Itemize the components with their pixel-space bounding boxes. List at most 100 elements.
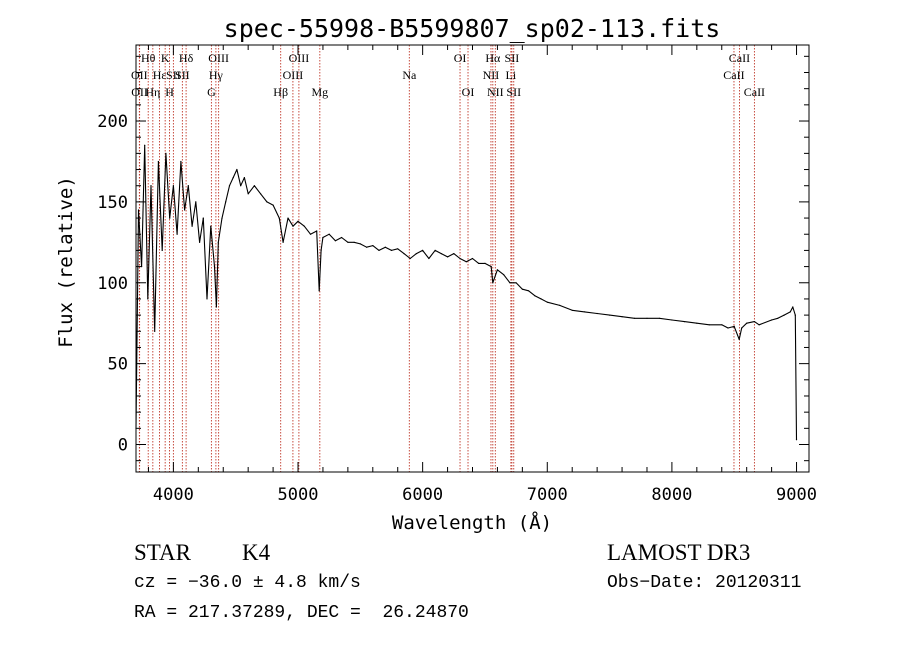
flux-point — [347, 241, 349, 243]
flux-point — [471, 257, 474, 260]
spectral-line-label: SII — [166, 68, 181, 82]
flux-point — [303, 225, 305, 227]
flux-point — [671, 319, 673, 321]
spectral-line-label: OII — [131, 68, 148, 82]
spectral-line-label: SII — [505, 51, 520, 65]
flux-point — [646, 317, 648, 319]
x-tick-label: 9000 — [776, 485, 817, 505]
flux-point — [334, 240, 336, 242]
flux-point — [176, 233, 178, 235]
flux-point — [195, 201, 197, 203]
y-axis-ticks: 0 50 100 150 200 — [97, 55, 809, 462]
flux-point — [683, 321, 686, 323]
flux-point — [144, 144, 146, 146]
spectral-line-label: Na — [402, 68, 417, 82]
spectral-line-label: Hβ — [273, 85, 288, 99]
flux-point — [172, 185, 174, 187]
flux-point — [278, 217, 280, 219]
spectral-line-label: OIII — [289, 51, 310, 65]
object-class: STAR — [134, 540, 191, 565]
flux-point — [596, 312, 598, 315]
flux-point — [795, 439, 798, 441]
flux-point — [515, 282, 517, 284]
flux-point — [150, 185, 152, 187]
flux-point — [459, 257, 461, 260]
spectral-line-label: Mg — [311, 85, 328, 99]
flux-point — [746, 322, 748, 324]
x-axis-label: Wavelength (Å) — [392, 511, 552, 534]
spectral-line-label: H — [165, 85, 174, 99]
flux-point — [609, 314, 611, 316]
flux-point — [287, 217, 289, 219]
flux-point — [260, 193, 262, 195]
flux-point — [453, 253, 455, 255]
flux-point — [191, 225, 193, 227]
flux-point — [390, 249, 393, 251]
spectral-line-label: OIII — [283, 68, 304, 82]
flux-point — [210, 225, 212, 227]
flux-point — [496, 269, 498, 271]
flux-point — [320, 249, 322, 251]
flux-series — [135, 144, 798, 441]
flux-point — [465, 261, 467, 263]
flux-point — [316, 230, 318, 232]
flux-point — [282, 241, 284, 243]
flux-point — [783, 314, 785, 316]
spectral-line-label: NII — [483, 68, 500, 82]
flux-point — [137, 209, 140, 211]
flux-point — [434, 249, 436, 251]
flux-line — [135, 144, 798, 440]
flux-point — [297, 220, 299, 222]
flux-point — [247, 193, 249, 195]
coordinates: RA = 217.37289, DEC = 26.24870 — [134, 603, 469, 623]
spectral-line-markers — [138, 45, 755, 472]
flux-point — [309, 233, 312, 235]
flux-point — [147, 298, 149, 300]
spectral-line-label: OI — [454, 51, 467, 65]
flux-point — [658, 317, 661, 319]
flux-point — [384, 246, 386, 248]
flux-point — [322, 236, 324, 239]
flux-point — [213, 266, 216, 268]
flux-point — [534, 295, 536, 297]
flux-point — [165, 152, 167, 154]
flux-point — [478, 262, 480, 264]
flux-point — [199, 241, 201, 243]
flux-point — [621, 316, 623, 318]
flux-point — [157, 160, 159, 163]
flux-point — [366, 246, 368, 248]
flux-point — [741, 327, 743, 329]
flux-point — [217, 241, 219, 243]
y-tick-label: 100 — [97, 274, 128, 294]
flux-point — [738, 338, 740, 340]
flux-point — [571, 309, 573, 311]
flux-point — [428, 257, 430, 260]
flux-point — [753, 321, 756, 323]
flux-point — [447, 256, 449, 258]
flux-point — [243, 177, 245, 179]
flux-point — [546, 301, 548, 303]
flux-point — [318, 290, 320, 292]
y-tick-label: 150 — [97, 193, 128, 213]
flux-point — [409, 257, 411, 260]
flux-point — [708, 324, 710, 326]
flux-point — [372, 245, 374, 247]
y-tick-label: 50 — [108, 355, 128, 375]
flux-point — [215, 306, 217, 308]
observation-date: Obs−Date: 20120311 — [607, 573, 802, 593]
flux-point — [359, 243, 361, 245]
flux-point — [236, 168, 238, 171]
flux-point — [266, 201, 268, 203]
flux-point — [378, 249, 380, 251]
flux-point — [415, 253, 417, 255]
flux-point — [403, 253, 405, 255]
y-axis-label: Flux (relative) — [55, 176, 77, 348]
flux-point — [253, 185, 255, 187]
flux-point — [696, 322, 698, 324]
flux-point — [272, 204, 274, 206]
spectral-line-label: SII — [506, 85, 521, 99]
flux-point — [202, 217, 204, 219]
redshift-info: cz = −36.0 ± 4.8 km/s — [134, 573, 361, 593]
